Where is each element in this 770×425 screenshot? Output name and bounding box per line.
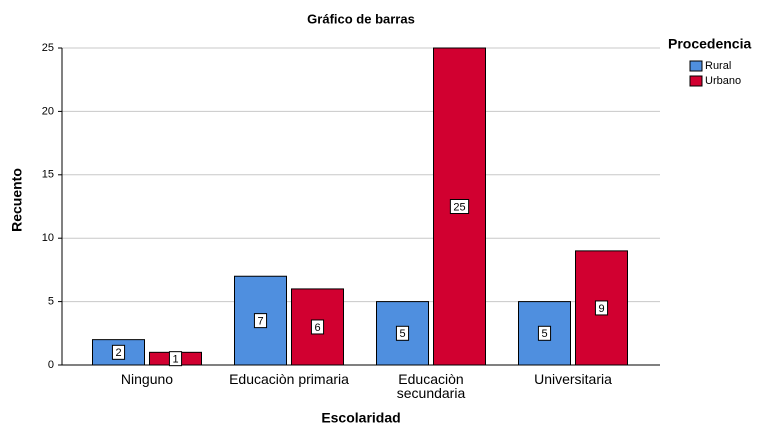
value-label: 6	[314, 322, 320, 334]
legend-label: Urbano	[705, 75, 741, 87]
value-label: 5	[541, 328, 547, 340]
x-tick-label: Educaciòn primaria	[229, 371, 349, 387]
value-label-box	[168, 351, 183, 367]
value-label-box	[449, 199, 470, 214]
chart-title: Gráfico de barras	[307, 11, 415, 26]
y-tick-label: 20	[42, 105, 54, 117]
value-label: 7	[257, 316, 263, 328]
x-tick-label: Ninguno	[120, 371, 174, 387]
value-label: 1	[172, 354, 178, 366]
value-label: 25	[453, 201, 465, 213]
value-label-box	[253, 313, 268, 329]
x-tick-label: Educaciòn secundaria	[396, 371, 466, 401]
x-axis-label: Escolaridad	[321, 410, 400, 425]
value-label-box	[310, 319, 325, 335]
value-label-box	[537, 325, 552, 341]
value-label: 5	[399, 328, 405, 340]
y-axis-label: Recuento	[9, 168, 25, 232]
value-label: 9	[598, 303, 604, 315]
x-tick-label: Universitaria	[534, 371, 612, 387]
value-label-box	[111, 344, 126, 360]
y-tick-label: 10	[42, 232, 54, 244]
value-label-box	[594, 300, 609, 316]
legend-swatch	[689, 75, 703, 87]
legend-swatch	[689, 60, 703, 72]
y-tick-label: 0	[48, 359, 54, 371]
y-tick-label: 15	[42, 169, 54, 181]
y-tick-label: 25	[42, 42, 54, 54]
value-label: 2	[115, 347, 121, 359]
legend-title: Procedencia	[668, 36, 751, 52]
legend-label: Rural	[705, 60, 731, 72]
value-label-box	[395, 325, 410, 341]
y-tick-label: 5	[48, 296, 54, 308]
